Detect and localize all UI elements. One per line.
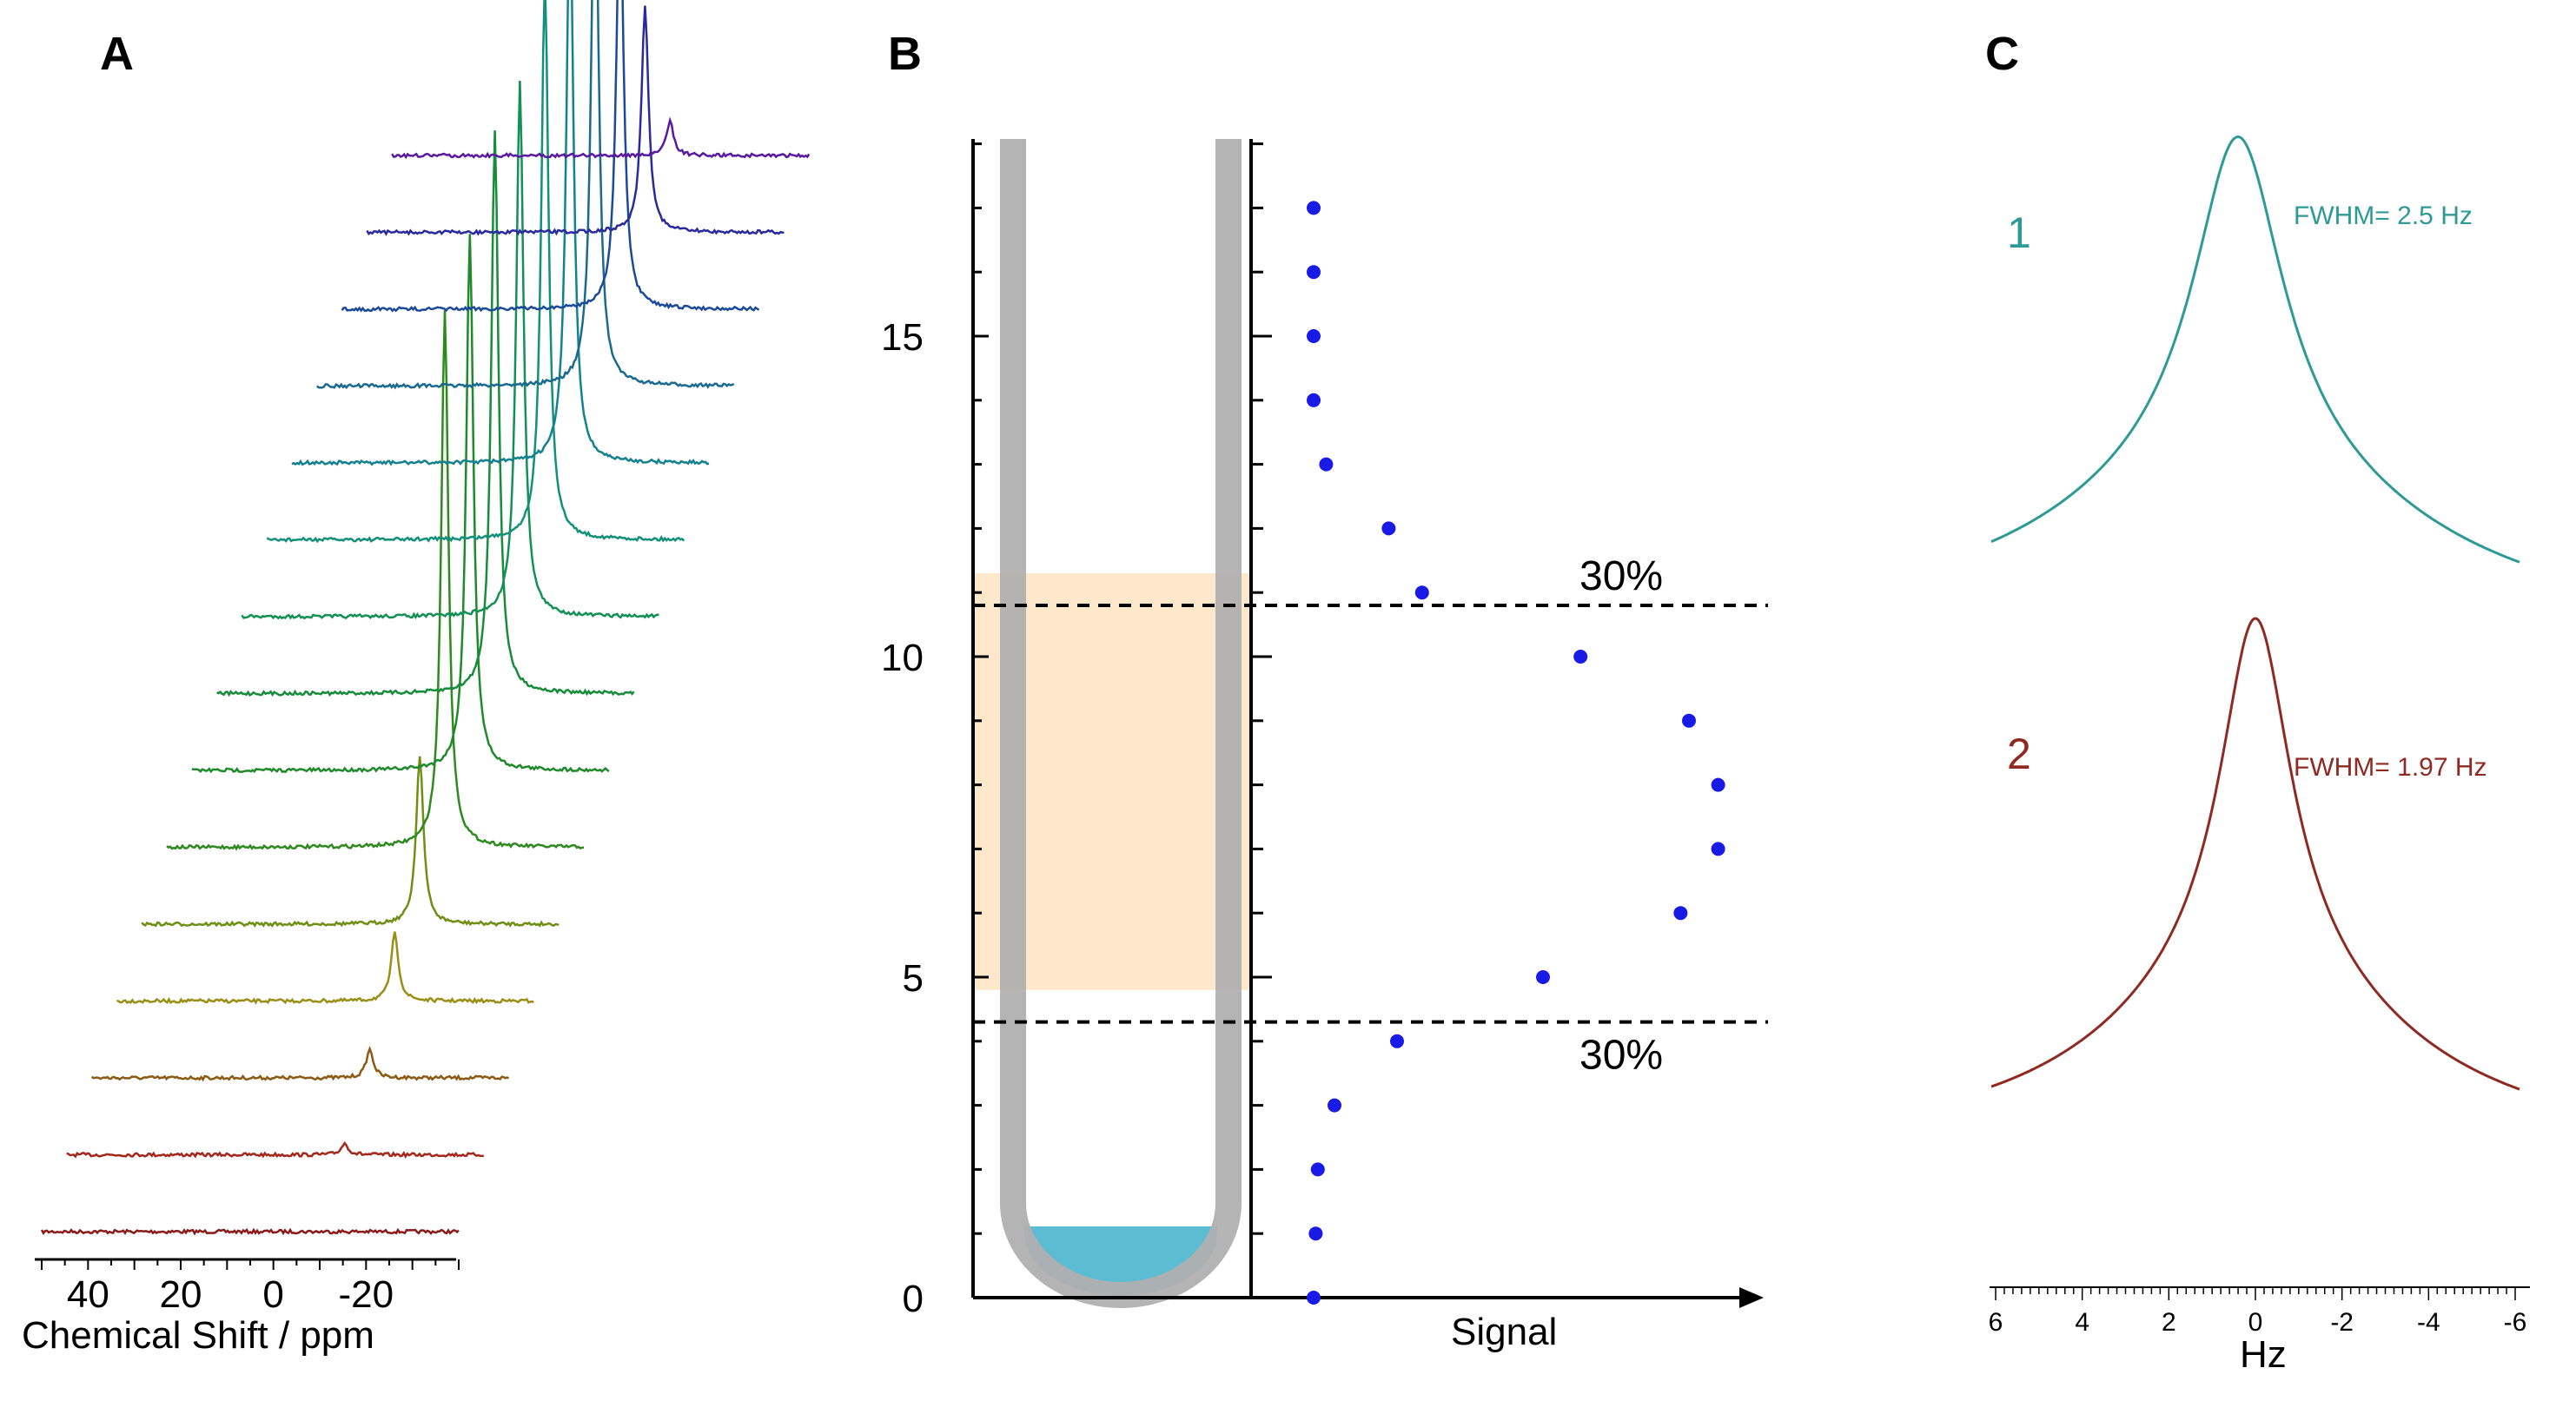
x-axis-arrow-icon [1739,1287,1764,1308]
signal-point [1381,521,1396,536]
spectrum-trace-14 [366,5,785,236]
signal-point [1307,329,1321,343]
signal-point [1390,1034,1404,1048]
panel-b-y-tick-label: 10 [881,637,924,679]
signal-point [1307,201,1321,215]
signal-point [1308,1226,1323,1241]
panel-b-tube-profile: 0 5 10 15 30% 30% Signal [881,139,1768,1353]
panel-a-stacked-spectra: 40 20 0 -20 Chemical Shift / ppm [22,0,811,1357]
panel-c-x-tick-label: -4 [2417,1308,2440,1337]
panel-b-label: B [888,28,922,80]
spectrum-trace-7 [191,234,610,774]
panel-c-x-tick-label: -6 [2504,1308,2527,1337]
signal-point [1319,457,1334,472]
signal-point [1328,1098,1341,1113]
panel-c-x-axis-label: Hz [2240,1333,2287,1376]
panel-a-x-tick-label: 40 [67,1273,109,1316]
panel-a-x-tick-label: 0 [262,1273,283,1316]
panel-c-x-tick-label: 6 [1989,1308,2003,1337]
panel-c-label: C [1985,28,2019,80]
signal-point [1711,842,1725,856]
signal-point [1307,265,1321,280]
panel-b-y-tick-label: 0 [903,1278,924,1320]
nmr-tube [1000,139,1242,1308]
signal-point [1536,970,1550,984]
lineshape-curve-2 [1990,617,2520,1091]
threshold-label: 30% [1579,1033,1663,1079]
signal-point [1682,713,1696,728]
panel-c-x-tick-label: -2 [2330,1308,2354,1337]
signal-point [1307,393,1321,407]
panel-b-y-tick-label: 5 [903,957,924,1000]
spectrum-trace-15 [391,116,811,160]
panel-c-x-tick-label: 4 [2075,1308,2089,1337]
spectrum-trace-9 [241,80,659,620]
spectrum-trace-1 [40,1227,460,1236]
spectrum-trace-13 [341,0,760,313]
panel-a-x-tick-label: 20 [160,1273,202,1316]
curve-number-label: 1 [2007,208,2031,257]
panel-c-x-tick-label: 2 [2162,1308,2176,1337]
signal-point [1711,777,1725,792]
panel-c-lineshapes: 1 FWHM= 2.5 Hz 2 FWHM= 1.97 Hz 6 4 2 0 -2 -4 -6 H… [1989,135,2530,1376]
spectrum-trace-3 [90,1046,510,1082]
signal-point [1307,1291,1321,1305]
spectrum-trace-4 [116,931,534,1005]
threshold-label: 30% [1579,553,1663,599]
spectrum-trace-12 [316,0,735,390]
spectrum-trace-6 [166,310,585,851]
fwhm-label: FWHM= 1.97 Hz [2294,753,2487,782]
panel-c-x-tick-label: 0 [2248,1308,2263,1337]
spectrum-trace-8 [216,130,635,697]
panel-b-y-tick-label: 15 [881,316,924,359]
spectrum-trace-10 [266,0,685,544]
signal-point [1310,1162,1325,1177]
panel-a-x-axis-label: Chemical Shift / ppm [22,1314,374,1357]
signal-point [1573,650,1588,664]
signal-point [1414,585,1429,600]
lineshape-curve-1 [1990,135,2520,564]
spectrum-trace-2 [66,1140,484,1159]
panel-a-label: A [100,28,134,80]
curve-number-label: 2 [2007,730,2031,778]
spectrum-trace-5 [141,756,560,928]
signal-point [1673,906,1688,921]
panel-b-x-axis-label: Signal [1451,1311,1557,1353]
panel-a-x-tick-label: -20 [339,1273,394,1316]
spectrum-trace-11 [291,0,710,466]
fwhm-label: FWHM= 2.5 Hz [2294,202,2473,230]
